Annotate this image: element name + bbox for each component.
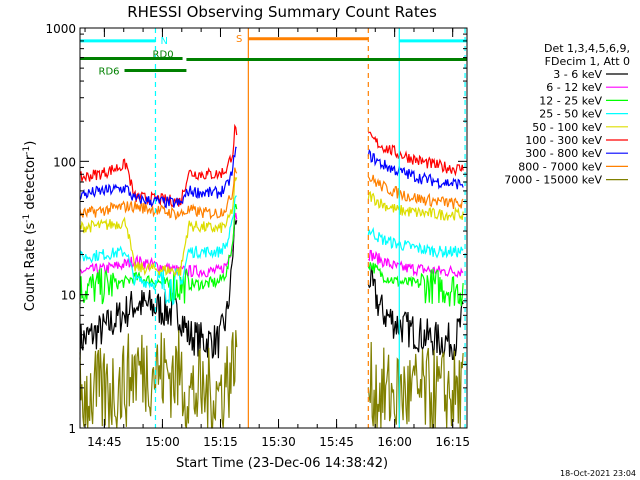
footer-date: 18-Oct-2021 23:04: [560, 469, 636, 478]
plot-frame: [79, 27, 468, 429]
legend-header-1: Det 1,3,4,5,6,9,: [544, 42, 630, 55]
y-tick-label-100: 100: [53, 155, 76, 169]
y-axis-label-sup-2: -1: [22, 146, 32, 155]
flag-label-rd0: RD0: [153, 50, 174, 61]
legend-label-300-800-kev: 300 - 800 keV: [525, 147, 602, 160]
legend-label-6-12-kev: 6 - 12 keV: [546, 81, 602, 94]
series-line-7000-15000-kev: [79, 330, 464, 429]
legend-label-12-25-kev: 12 - 25 keV: [539, 94, 602, 107]
series-line-100-300-kev: [79, 123, 464, 208]
x-tick-label-15-30: 15:30: [261, 435, 296, 449]
y-tick-label-10: 10: [61, 289, 76, 303]
flag-label-rd6: RD6: [99, 67, 120, 78]
chart-title: RHESSI Observing Summary Count Rates: [127, 3, 437, 21]
axes: 14:45 15:00 15:15 15:30 15:45 16:00 16:15 1 10 10…: [45, 22, 470, 449]
x-tick-label-14-45: 14:45: [87, 435, 122, 449]
x-tick-label-15-00: 15:00: [145, 435, 180, 449]
series-line-300-800-kev: [79, 146, 464, 209]
flag-label-s: S: [236, 34, 242, 45]
plot-area: N RD0 RD6 S: [79, 28, 467, 429]
x-tick-label-15-45: 15:45: [319, 435, 354, 449]
legend-label-50-100-kev: 50 - 100 keV: [532, 121, 602, 134]
y-axis-label-part-3: ): [23, 141, 38, 146]
flag-label-n: N: [160, 36, 167, 47]
series-line-25-50-kev: [79, 195, 464, 306]
y-tick-label-1: 1: [68, 422, 76, 436]
y-tick-label-1000: 1000: [45, 22, 76, 36]
series-line-3-6-kev: [79, 219, 464, 361]
y-axis-label-sup-1: -1: [22, 214, 32, 223]
series-line-12-25-kev: [79, 203, 464, 307]
legend: Det 1,3,4,5,6,9,FDecim 1, Att 03 - 6 keV…: [504, 42, 630, 187]
x-axis-label: Start Time (23-Dec-06 14:38:42): [176, 456, 388, 471]
legend-label-7000-15000-kev: 7000 - 15000 keV: [504, 174, 602, 187]
legend-label-25-50-kev: 25 - 50 keV: [539, 108, 602, 121]
legend-label-800-7000-kev: 800 - 7000 keV: [518, 160, 602, 173]
legend-label-100-300-kev: 100 - 300 keV: [525, 134, 602, 147]
y-axis-label: Count Rate (s-1 detector-1): [22, 141, 38, 312]
x-tick-label-16-15: 16:15: [435, 435, 470, 449]
legend-header-2: FDecim 1, Att 0: [545, 55, 630, 68]
x-tick-label-16-00: 16:00: [377, 435, 412, 449]
x-tick-label-15-15: 15:15: [203, 435, 238, 449]
y-axis-label-part-2: detector: [23, 154, 38, 214]
series-line-50-100-kev: [79, 176, 464, 277]
y-axis-label-part-1: Count Rate (s: [23, 223, 38, 312]
series-line-800-7000-kev: [79, 167, 464, 221]
legend-label-3-6-kev: 3 - 6 keV: [553, 68, 602, 81]
